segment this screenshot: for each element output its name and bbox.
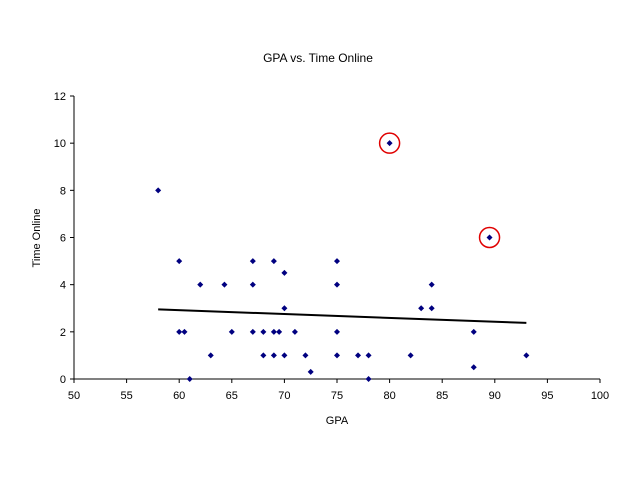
x-tick-label: 90 bbox=[489, 390, 501, 402]
data-point bbox=[207, 352, 214, 359]
data-point bbox=[307, 368, 314, 375]
x-tick-label: 60 bbox=[173, 390, 185, 402]
x-axis-label: GPA bbox=[326, 415, 349, 427]
data-point bbox=[249, 328, 256, 335]
data-points bbox=[155, 140, 530, 382]
data-point bbox=[334, 352, 340, 359]
trendline-group bbox=[158, 308, 527, 324]
y-tick-label: 2 bbox=[60, 327, 66, 339]
data-point bbox=[334, 281, 340, 288]
x-tick-label: 85 bbox=[436, 390, 448, 402]
x-tick-label: 65 bbox=[226, 390, 238, 402]
trendline bbox=[158, 308, 527, 324]
highlight-circle bbox=[378, 132, 401, 154]
data-point bbox=[355, 352, 362, 359]
data-point bbox=[291, 328, 298, 335]
data-point bbox=[428, 305, 435, 312]
data-point bbox=[470, 328, 477, 335]
y-tick-label: 0 bbox=[60, 374, 66, 386]
x-tick-label: 70 bbox=[278, 390, 290, 402]
data-point bbox=[270, 352, 277, 359]
data-point bbox=[281, 269, 288, 276]
highlight-circle bbox=[478, 226, 501, 249]
data-point bbox=[365, 352, 372, 359]
data-point bbox=[334, 258, 340, 265]
data-point bbox=[418, 305, 425, 312]
y-tick-label: 8 bbox=[60, 185, 66, 197]
y-axis-label: Time Online bbox=[31, 209, 43, 268]
axes bbox=[70, 95, 601, 383]
data-point bbox=[260, 328, 267, 335]
data-point bbox=[407, 352, 414, 359]
data-point bbox=[249, 258, 256, 265]
x-tick-label: 50 bbox=[68, 390, 80, 402]
data-point bbox=[281, 352, 288, 359]
data-point bbox=[228, 328, 235, 335]
x-tick-label: 80 bbox=[383, 390, 395, 402]
data-point bbox=[470, 364, 477, 371]
data-point bbox=[281, 305, 288, 312]
data-point bbox=[197, 281, 204, 288]
data-point bbox=[334, 328, 340, 335]
data-point bbox=[176, 328, 183, 335]
data-point bbox=[428, 281, 435, 288]
x-tick-label: 95 bbox=[541, 390, 553, 402]
y-tick-label: 6 bbox=[60, 233, 66, 245]
y-tick-label: 12 bbox=[54, 91, 66, 103]
y-tick-label: 4 bbox=[60, 280, 66, 292]
data-point bbox=[523, 352, 530, 359]
x-tick-label: 75 bbox=[331, 390, 343, 402]
data-point bbox=[260, 352, 267, 359]
data-point bbox=[276, 328, 283, 335]
data-point bbox=[186, 376, 193, 382]
data-point bbox=[221, 281, 228, 288]
data-point bbox=[176, 258, 183, 265]
highlight-circles bbox=[378, 132, 501, 249]
data-point bbox=[270, 328, 277, 335]
data-point bbox=[302, 352, 309, 359]
data-point bbox=[155, 187, 162, 194]
data-point bbox=[249, 281, 256, 288]
x-tick-label: 55 bbox=[120, 390, 132, 402]
tick-labels: 50 55 60 65 70 75 80 85 90 95 100 0 2 4 6 8 10 12 bbox=[54, 91, 609, 402]
x-tick-label: 100 bbox=[591, 390, 609, 402]
y-tick-label: 10 bbox=[54, 138, 66, 150]
data-point bbox=[270, 258, 277, 265]
chart-title: GPA vs. Time Online bbox=[263, 51, 373, 65]
data-point bbox=[386, 140, 393, 147]
data-point bbox=[181, 328, 188, 335]
data-point bbox=[486, 234, 493, 241]
data-point bbox=[365, 376, 372, 382]
